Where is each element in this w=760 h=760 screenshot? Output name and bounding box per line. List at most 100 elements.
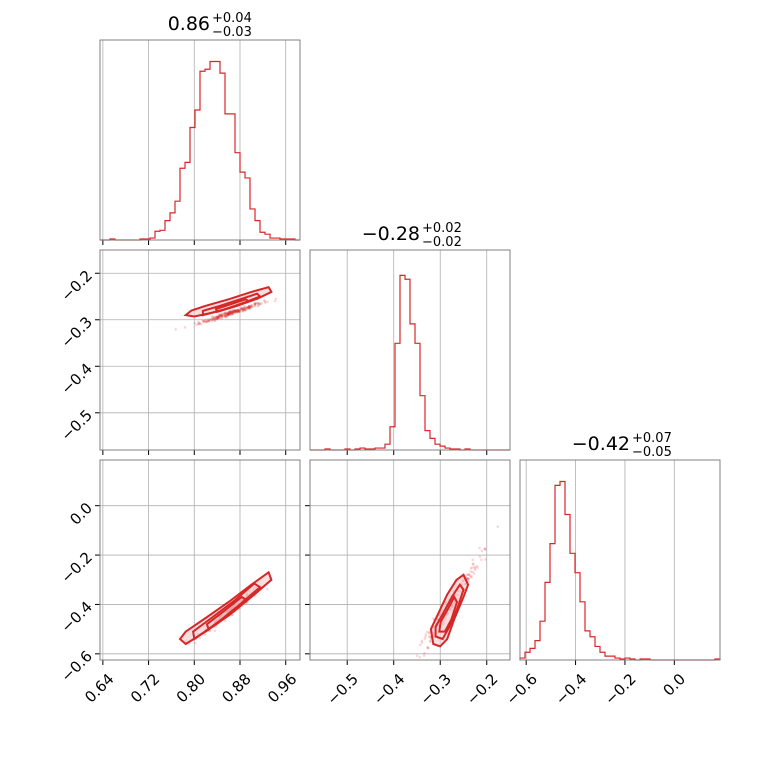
sample-point	[257, 302, 261, 306]
sample-point	[197, 320, 200, 324]
sample-point	[205, 320, 209, 323]
sample-point	[231, 312, 235, 316]
sample-point	[471, 563, 475, 566]
sample-point	[484, 558, 487, 561]
sample-point	[473, 568, 477, 572]
x-tick-label: 0.72	[127, 670, 163, 706]
sample-point	[249, 304, 253, 308]
sample-point	[174, 327, 178, 331]
sample-point	[198, 322, 201, 325]
x-tick-label: 0.80	[173, 670, 209, 706]
y-tick-label: −0.2	[58, 267, 96, 305]
sample-point	[229, 309, 232, 312]
sample-point	[225, 312, 228, 315]
sample-point	[212, 316, 216, 320]
sample-point	[429, 640, 432, 643]
sample-point	[208, 318, 211, 321]
sample-point	[220, 314, 224, 317]
sample-point	[248, 307, 252, 311]
sample-point	[467, 573, 471, 576]
sample-point	[238, 310, 241, 314]
sample-point	[208, 318, 211, 321]
sample-point	[238, 310, 241, 314]
sample-point	[223, 312, 227, 315]
sample-point	[202, 320, 206, 324]
sample-point	[236, 309, 239, 313]
sample-point	[237, 309, 240, 312]
sample-point	[247, 305, 251, 308]
sample-point	[234, 309, 237, 313]
sample-point	[243, 304, 246, 308]
sample-point	[242, 307, 245, 311]
y-tick-label: −0.4	[58, 598, 96, 636]
sample-point	[415, 654, 419, 657]
sample-point	[243, 307, 247, 311]
sample-point	[425, 630, 429, 634]
sample-point	[216, 315, 219, 319]
sample-point	[213, 317, 216, 320]
sample-point	[250, 305, 254, 309]
hist-panel-2: −0.28 +0.02−0.02	[309, 221, 511, 455]
sample-point	[202, 319, 205, 323]
sample-point	[253, 302, 257, 305]
sample-point	[247, 305, 251, 309]
sample-point	[212, 318, 215, 322]
sample-point	[243, 308, 246, 312]
sample-point	[228, 311, 231, 314]
sample-point	[229, 313, 233, 316]
sample-point	[235, 310, 239, 314]
sample-point	[213, 319, 217, 322]
sample-point	[205, 318, 209, 321]
sample-point	[214, 316, 218, 320]
scatter-panel-2: 0.0 −0.2 −0.4 −0.6	[58, 459, 301, 686]
hist-panel-3: −0.42 +0.07−0.05	[519, 431, 721, 665]
sample-point	[223, 315, 226, 318]
sample-point	[215, 317, 219, 320]
title-minus-error: −0.03	[212, 25, 252, 40]
sample-point	[236, 310, 240, 314]
sample-point	[230, 311, 234, 315]
sample-point	[231, 312, 234, 315]
sample-point	[235, 309, 238, 312]
sample-point	[263, 299, 267, 303]
sample-point	[471, 566, 474, 570]
sample-point	[471, 562, 475, 566]
sample-point	[228, 311, 231, 314]
sample-point	[222, 311, 226, 315]
sample-point	[218, 316, 222, 320]
sample-point	[226, 311, 230, 315]
sample-point	[220, 314, 224, 318]
sample-point	[247, 306, 250, 310]
sample-point	[229, 310, 233, 314]
sample-point	[227, 311, 230, 315]
sample-point	[242, 307, 245, 310]
sample-point	[236, 309, 240, 313]
panel-title-3: −0.42 +0.07−0.05	[572, 431, 672, 460]
sample-point	[243, 307, 246, 310]
title-plus-error: +0.02	[422, 221, 462, 236]
contour-level-3	[214, 298, 251, 314]
sample-point	[253, 302, 257, 305]
sample-point	[218, 315, 221, 319]
sample-point	[229, 310, 232, 314]
sample-point	[201, 319, 204, 322]
sample-point	[231, 311, 235, 314]
sample-point	[420, 639, 424, 643]
sample-point	[239, 308, 243, 311]
sample-point	[244, 309, 248, 312]
y-tick-label: −0.6	[58, 647, 96, 685]
sample-point	[480, 549, 484, 553]
sample-point	[426, 646, 430, 650]
sample-point	[248, 305, 251, 308]
sample-point	[225, 313, 229, 316]
sample-point	[215, 316, 218, 319]
sample-point	[240, 307, 243, 311]
sample-point	[473, 567, 477, 570]
sample-point	[199, 322, 203, 326]
sample-point	[254, 302, 257, 306]
sample-point	[209, 318, 213, 321]
x-tick-label: −0.6	[502, 670, 540, 708]
sample-point	[228, 310, 231, 314]
y-tick-label: −0.2	[58, 548, 96, 586]
